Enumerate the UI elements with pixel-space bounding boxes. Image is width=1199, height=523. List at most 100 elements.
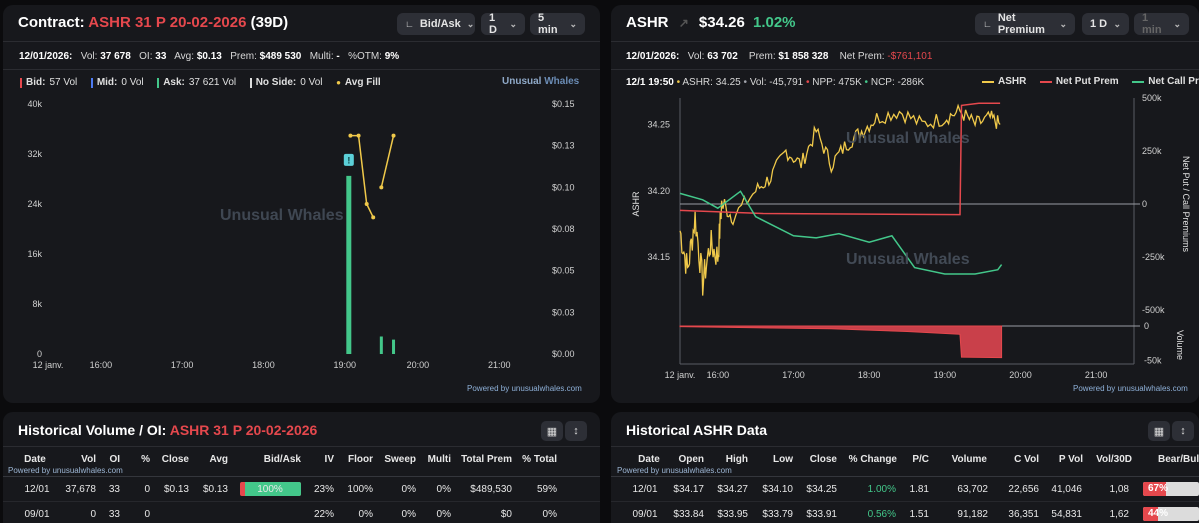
column-header[interactable]: Sweep [384,454,416,465]
contract-volume-chart[interactable]: 12 janv. 16:00 17:00 18:00 19:00 20:00 21:00 40… [3,90,600,390]
table-cell: 0% [436,484,451,495]
table-cell: 33 [108,484,120,495]
brand-logo: Unusual Whales [502,76,580,87]
legend-avgfill[interactable]: ● Avg Fill [336,77,381,88]
column-header[interactable]: Vol [81,454,96,465]
powered-by-link[interactable]: Powered by unusualwhales.com [1073,384,1188,393]
stock-premium-chart[interactable]: 12 janv. 16:00 17:00 18:00 19:00 20:00 21:00 34… [611,88,1199,390]
hover-readout: 12/1 19:50 • ASHR: 34.25 • Vol: -45,791 … [626,77,925,88]
table-cell: 12/01 [632,484,658,495]
expand-icon[interactable]: ↕ [1172,421,1194,441]
table-cell: $34.17 [673,484,704,495]
powered-by-link[interactable]: Powered by unusualwhales.com [467,384,582,393]
legend-net-call[interactable]: Net Call Prem [1132,76,1199,87]
legend-ashr[interactable]: ASHR [982,76,1026,87]
stock-range-select[interactable]: 1 D ⌄ [1082,13,1129,35]
contract-title: Contract: ASHR 31 P 20-02-2026 (39D) [18,14,288,31]
stock-interval-select[interactable]: 1 min ⌄ [1134,12,1189,36]
column-header[interactable]: OI [109,454,120,465]
column-header[interactable]: Floor [348,454,373,465]
stock-legend: ASHR Net Put Prem Net Call Prem [982,76,1199,87]
y2-tick-label: -500k [1142,305,1165,315]
calculator-icon[interactable]: ▦ [541,421,563,441]
y2-tick-label: $0.13 [552,141,575,151]
x-tick-label: 17:00 [782,370,805,380]
x-tick-label: 18:00 [252,360,275,370]
avg-fill-point [371,215,376,220]
column-header[interactable]: Close [161,454,189,465]
column-header[interactable]: % Total [522,454,557,465]
contract-chart-panel [3,5,600,403]
column-header[interactable]: Low [773,454,793,465]
contract-symbol[interactable]: ASHR 31 P 20-02-2026 [88,14,247,31]
watermark: Unusual Whales [846,251,970,268]
powered-by-link[interactable]: Powered by unusualwhales.com [617,466,732,475]
avg-fill-point [391,133,396,138]
watermark: Unusual Whales [220,207,344,224]
powered-by-link[interactable]: Powered by unusualwhales.com [8,466,123,475]
x-tick-label: 19:00 [333,360,356,370]
x-tick-label: 16:00 [90,360,113,370]
bear-bar-fill [1143,482,1167,496]
column-header[interactable]: P/C [912,454,929,465]
line-chart-icon: ∟ [405,19,414,29]
column-header[interactable]: High [725,454,748,465]
column-header[interactable]: Date [638,454,660,465]
calculator-icon[interactable]: ▦ [1148,421,1170,441]
column-header[interactable]: Volume [951,454,987,465]
x-tick-label: 16:00 [707,370,730,380]
y-tick-label: 24k [27,199,42,209]
y2-tick-label: 0 [1142,199,1147,209]
range-select[interactable]: 1 D ⌄ [481,12,525,36]
y-tick-label: 34.15 [647,252,670,262]
column-header[interactable]: Date [24,454,46,465]
table-cell: 41,046 [1051,484,1082,495]
avg-fill-point [364,202,369,206]
column-header[interactable]: Total Prem [461,454,512,465]
table-cell: 1.81 [909,484,929,495]
interval-select[interactable]: 5 min ⌄ [530,12,585,36]
column-header[interactable]: Bid/Ask [263,454,301,465]
stock-stats: 12/01/2026: Vol: 63 702 Prem: $1 858 328… [626,51,933,62]
column-header[interactable]: % Change [848,454,897,465]
table-cell: 0% [401,484,416,495]
chart-type-select[interactable]: ∟ Bid/Ask ⌄ [397,13,475,35]
table-cell: 09/01 [632,509,658,520]
y-tick-label: 8k [32,299,42,309]
table-cell: $489,530 [470,484,512,495]
expand-icon[interactable]: ↕ [565,421,587,441]
column-header[interactable]: Open [678,454,704,465]
table-cell: 54,831 [1051,509,1082,520]
avg-fill-point [348,133,353,138]
y2-tick-label: 250k [1142,146,1162,156]
legend-ask[interactable]: Ask: 37 621 Vol [157,77,236,88]
table-cell: 22% [313,509,334,520]
table-cell: 1,62 [1109,509,1129,520]
alert-icon [343,153,354,166]
net-call-prem-line [679,190,1003,275]
bid-ask-bar [240,482,301,496]
table-cell: 0 [144,484,150,495]
ask-volume-bar [379,336,383,354]
legend-mid[interactable]: Mid: 0 Vol [90,77,144,88]
legend-bid[interactable]: Bid: 57 Vol [20,77,77,88]
column-header[interactable]: Multi [427,454,451,465]
chart-type-value: Bid/Ask [419,18,461,30]
column-header[interactable]: Close [809,454,837,465]
column-header[interactable]: Avg [209,454,228,465]
column-header[interactable]: IV [324,454,334,465]
alert-icon-glyph: ! [347,155,350,165]
column-header[interactable]: C Vol [1014,454,1039,465]
column-header[interactable]: P Vol [1058,454,1083,465]
legend-net-put[interactable]: Net Put Prem [1039,76,1119,87]
table-cell: 63,702 [957,484,988,495]
column-header[interactable]: % [141,454,150,465]
table-cell: $0.13 [202,484,228,495]
premium-type-select[interactable]: ∟ Net Premium ⌄ [975,12,1075,36]
line-chart-icon: ∟ [983,19,992,29]
column-header[interactable]: Bear/Bull [1158,454,1199,465]
column-header[interactable]: Vol/30D [1096,454,1132,465]
legend-noside[interactable]: No Side: 0 Vol [249,77,323,88]
x-tick-label: 20:00 [407,360,430,370]
table-cell: 0% [358,509,373,520]
